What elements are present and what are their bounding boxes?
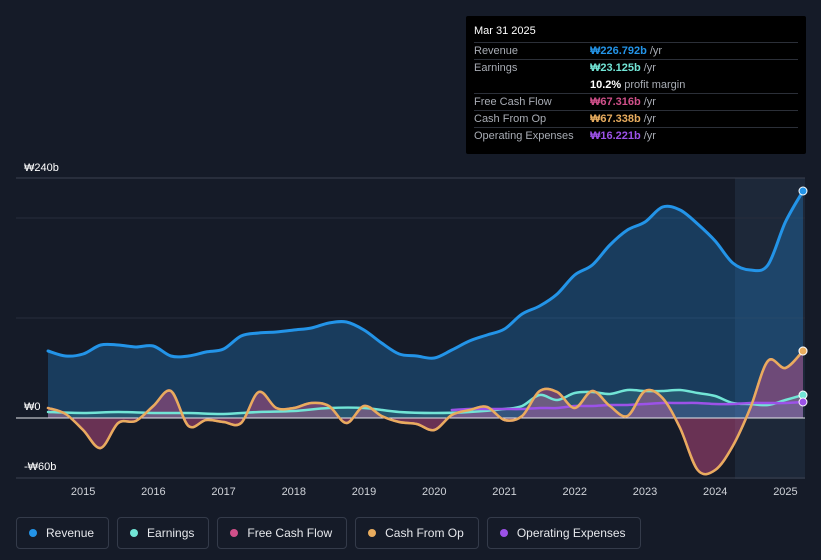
area-layer — [48, 191, 803, 475]
line-layer — [46, 189, 805, 476]
tooltip-row-unit: /yr — [643, 96, 656, 108]
legend-dot-icon — [29, 529, 37, 537]
x-tick-label: 2025 — [773, 486, 797, 498]
y-tick-label-zero: ₩0 — [24, 401, 41, 413]
line-cash-from-op[interactable] — [46, 349, 805, 476]
x-tick-label: 2015 — [71, 486, 95, 498]
tooltip-row-label: Cash From Op — [474, 113, 547, 125]
legend-item-cash-from-op[interactable]: Cash From Op — [355, 517, 479, 549]
tooltip-row: Revenue ₩226.792b/yr — [474, 42, 798, 59]
financial-chart: ₩240b ₩0 -₩60b 2015 2016 2017 2018 2019 2020 2… — [16, 162, 808, 498]
tooltip-row-value: ₩67.316b — [590, 96, 641, 108]
tooltip-row: 10.2% profit margin — [474, 76, 798, 93]
legend-label: Cash From Op — [385, 526, 464, 540]
tooltip-row: Cash From Op ₩67.338b/yr — [474, 110, 798, 127]
line-operating-expenses[interactable] — [450, 400, 805, 412]
x-tick-label: 2024 — [703, 486, 727, 498]
endpoint-layer — [798, 186, 808, 407]
tooltip-row-unit: /yr — [649, 45, 663, 57]
tooltip-row-value: ₩23.125b — [590, 62, 641, 74]
area-operating-expenses — [451, 402, 803, 418]
tooltip-row-value: ₩16.221b — [590, 130, 641, 142]
x-tick-label: 2020 — [422, 486, 446, 498]
legend-item-operating-expenses[interactable]: Operating Expenses — [486, 517, 641, 549]
tooltip-date: Mar 31 2025 — [474, 25, 536, 37]
tooltip-row-unit: /yr — [643, 113, 656, 125]
line-earnings[interactable] — [46, 388, 805, 416]
x-tick-label: 2021 — [492, 486, 516, 498]
tooltip-row-value: ₩67.338b — [590, 113, 641, 125]
tooltip-panel: Mar 31 2025 Revenue ₩226.792b/yr Earnings ₩… — [466, 16, 806, 154]
tooltip-rows: Revenue ₩226.792b/yr Earnings ₩23.125b/yr 10… — [474, 42, 798, 144]
tooltip-row-unit: /yr — [643, 130, 656, 142]
area-free-cash-flow — [48, 351, 803, 475]
endpoint-operating-expenses[interactable] — [798, 397, 808, 407]
legend-item-earnings[interactable]: Earnings — [117, 517, 210, 549]
legend-item-free-cash-flow[interactable]: Free Cash Flow — [217, 517, 348, 549]
tooltip-row: Free Cash Flow ₩67.316b/yr — [474, 93, 798, 110]
x-tick-label: 2022 — [563, 486, 587, 498]
y-tick-label-top: ₩240b — [24, 162, 59, 174]
legend-label: Operating Expenses — [516, 526, 626, 540]
endpoint-cash-from-op[interactable] — [798, 346, 808, 356]
tooltip-row-unit: /yr — [643, 62, 656, 74]
tooltip-row-unit: profit margin — [624, 78, 686, 91]
x-tick-label: 2019 — [352, 486, 376, 498]
x-tick-label: 2018 — [282, 486, 306, 498]
tooltip-row-label: Free Cash Flow — [474, 96, 552, 108]
tooltip-row-value: 10.2% — [590, 78, 622, 91]
legend-item-revenue[interactable]: Revenue — [16, 517, 110, 549]
x-tick-label: 2016 — [141, 486, 165, 498]
legend-dot-icon — [130, 529, 139, 537]
tooltip-row-label: Earnings — [474, 62, 518, 74]
forecast-shade — [735, 178, 805, 479]
tooltip-row-value: ₩226.792b — [590, 45, 647, 57]
legend: Revenue Earnings Free Cash Flow Cash From O… — [16, 517, 641, 549]
line-revenue[interactable] — [46, 189, 805, 360]
tooltip-row-label: Revenue — [474, 45, 519, 57]
x-tick-label: 2023 — [633, 486, 657, 498]
tooltip-row: Operating Expenses ₩16.221b/yr — [474, 127, 798, 144]
legend-dot-icon — [230, 529, 239, 537]
endpoint-revenue[interactable] — [798, 186, 808, 196]
x-axis-ticks: 2015 2016 2017 2018 2019 2020 2021 2022 2023 2024… — [71, 486, 798, 498]
y-tick-label-bottom: -₩60b — [24, 461, 56, 473]
tooltip-row: Earnings ₩23.125b/yr — [474, 59, 798, 76]
x-tick-label: 2017 — [211, 486, 235, 498]
area-revenue — [48, 191, 803, 418]
tooltip-row-label: Operating Expenses — [474, 130, 574, 142]
legend-dot-icon — [368, 529, 377, 537]
legend-label: Free Cash Flow — [247, 526, 333, 540]
legend-label: Earnings — [147, 526, 195, 540]
legend-dot-icon — [499, 529, 508, 537]
legend-label: Revenue — [46, 526, 95, 540]
